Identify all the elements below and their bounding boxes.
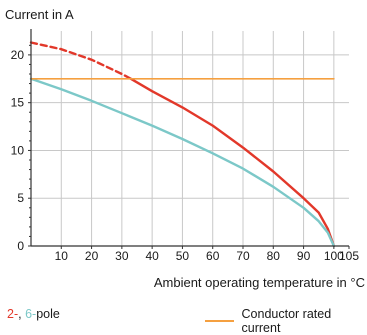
y-tick-label: 10 <box>11 143 25 157</box>
x-axis-title: Ambient operating temperature in °C <box>154 275 365 290</box>
x-tick-label: 90 <box>297 249 311 263</box>
y-tick-label: 0 <box>17 239 24 253</box>
legend-pole-suffix: pole <box>36 307 60 321</box>
x-tick-label: 40 <box>145 249 159 263</box>
legend-pole: 2-, 6-pole <box>7 307 60 321</box>
legend-sep: , <box>18 307 22 321</box>
legend-rated-current: Conductor rated current <box>205 307 367 335</box>
x-tick-label: 70 <box>236 249 250 263</box>
y-tick-label: 20 <box>11 48 25 62</box>
legend-pole-6: 6- <box>25 307 37 321</box>
x-tick-label: 60 <box>206 249 220 263</box>
legend-rated-label: Conductor rated current <box>241 307 332 335</box>
grid <box>31 31 349 246</box>
y-tick-label: 15 <box>11 96 25 110</box>
series-red-line <box>129 77 336 248</box>
x-tick-label: 10 <box>55 249 69 263</box>
x-tick-label: 100 <box>324 249 344 263</box>
x-tick-label: 80 <box>267 249 281 263</box>
y-axis-title: Current in A <box>5 7 74 22</box>
chart: Current in A 10 20 30 40 50 60 70 80 90 100105051… <box>5 7 365 290</box>
x-tick-label: 20 <box>85 249 99 263</box>
y-tick-label: 5 <box>17 191 24 205</box>
x-tick-label: 50 <box>176 249 190 263</box>
legend-pole-2: 2- <box>7 307 19 321</box>
series-red-dashed <box>29 41 133 80</box>
legend-rated-swatch <box>205 320 234 322</box>
x-tick-label: 30 <box>115 249 129 263</box>
series-layer <box>29 41 336 248</box>
x-tick-label: 105 <box>339 249 359 263</box>
series-teal-line <box>29 77 336 248</box>
